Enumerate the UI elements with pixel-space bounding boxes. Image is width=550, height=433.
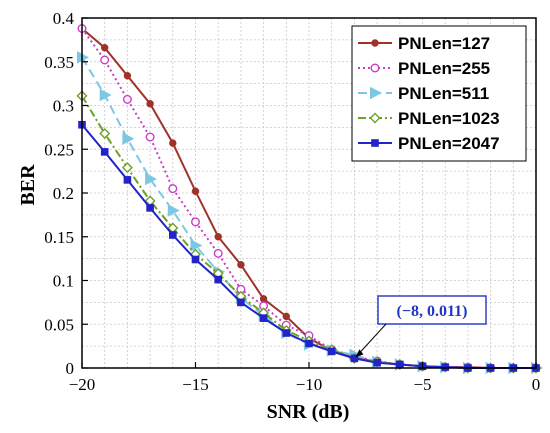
annotation-arrow-head bbox=[355, 349, 364, 358]
data-point bbox=[396, 360, 404, 369]
legend-marker bbox=[371, 39, 379, 47]
data-point bbox=[100, 55, 110, 65]
y-tick-label: 0.25 bbox=[44, 140, 74, 159]
y-tick-label: 0.05 bbox=[44, 315, 74, 334]
data-point bbox=[282, 312, 290, 321]
legend-entry: PNLen=1023 bbox=[358, 109, 500, 128]
x-tick-label: 0 bbox=[532, 375, 541, 394]
x-tick-label: −10 bbox=[296, 375, 323, 394]
annotation-layer: (−8, 0.011) bbox=[355, 295, 487, 358]
data-point bbox=[214, 275, 222, 284]
x-axis-label: SNR (dB) bbox=[267, 401, 350, 423]
data-point bbox=[259, 314, 268, 322]
data-point bbox=[190, 217, 200, 227]
legend-marker bbox=[369, 112, 381, 124]
data-point bbox=[282, 329, 291, 337]
data-point bbox=[122, 132, 135, 145]
data-point bbox=[167, 204, 180, 217]
legend-label: PNLen=2047 bbox=[398, 134, 500, 153]
y-axis-label: BER bbox=[17, 164, 39, 206]
data-point bbox=[101, 44, 109, 52]
y-tick-label: 0.4 bbox=[53, 9, 75, 28]
series-layer bbox=[76, 24, 543, 375]
tick-layer: −20 −15 −10 −5 0 0 0.05 0.1 0.15 0.2 0.25 0.3 0.35 0.… bbox=[44, 9, 540, 394]
data-point bbox=[121, 162, 133, 174]
data-point bbox=[146, 100, 154, 108]
legend-label: PNLen=127 bbox=[398, 34, 490, 53]
legend-entry: PNLen=2047 bbox=[358, 134, 500, 153]
legend-entry: PNLen=255 bbox=[358, 59, 490, 78]
data-point bbox=[146, 204, 154, 212]
data-point bbox=[122, 94, 132, 104]
legend: PNLen=127 PNLen=255 PNLen=511 PNLen=1023 PNL… bbox=[351, 25, 527, 162]
data-point bbox=[169, 139, 177, 147]
data-point bbox=[237, 261, 245, 269]
data-point bbox=[237, 298, 245, 307]
legend-label: PNLen=1023 bbox=[398, 109, 500, 128]
data-point bbox=[191, 255, 200, 264]
legend-entry: PNLen=127 bbox=[358, 34, 490, 53]
legend-marker bbox=[370, 63, 380, 73]
data-point bbox=[100, 148, 109, 156]
x-tick-label: −20 bbox=[69, 375, 96, 394]
y-tick-label: 0.35 bbox=[44, 53, 74, 72]
y-tick-label: 0.1 bbox=[53, 272, 74, 291]
y-tick-label: 0.15 bbox=[44, 228, 74, 247]
data-point bbox=[259, 295, 268, 303]
annotation-label: (−8, 0.011) bbox=[397, 303, 468, 320]
data-point bbox=[99, 88, 112, 102]
data-point bbox=[169, 231, 177, 239]
y-tick-label: 0 bbox=[66, 359, 75, 378]
legend-entry: PNLen=511 bbox=[358, 84, 489, 103]
legend-marker bbox=[371, 139, 379, 147]
data-point bbox=[123, 72, 132, 80]
data-point bbox=[168, 184, 178, 194]
data-point bbox=[191, 187, 200, 195]
data-point bbox=[145, 132, 155, 142]
data-point bbox=[350, 354, 359, 363]
data-point bbox=[145, 172, 158, 186]
data-point bbox=[99, 128, 111, 139]
data-point bbox=[441, 363, 449, 371]
y-tick-label: 0.2 bbox=[53, 184, 74, 203]
data-point bbox=[305, 339, 313, 348]
legend-label: PNLen=511 bbox=[398, 84, 489, 103]
annotation-arrow-line bbox=[356, 323, 387, 357]
x-tick-label: −5 bbox=[413, 375, 431, 394]
data-point bbox=[327, 347, 336, 356]
data-point bbox=[214, 233, 222, 241]
annotation-box bbox=[377, 295, 487, 325]
data-point bbox=[373, 358, 381, 367]
y-tick-label: 0.3 bbox=[53, 97, 74, 116]
legend-marker bbox=[370, 86, 382, 100]
data-point bbox=[190, 239, 203, 252]
legend-label: PNLen=255 bbox=[398, 59, 490, 78]
data-point bbox=[213, 248, 223, 258]
x-tick-label: −15 bbox=[182, 375, 209, 394]
data-point bbox=[123, 176, 132, 184]
